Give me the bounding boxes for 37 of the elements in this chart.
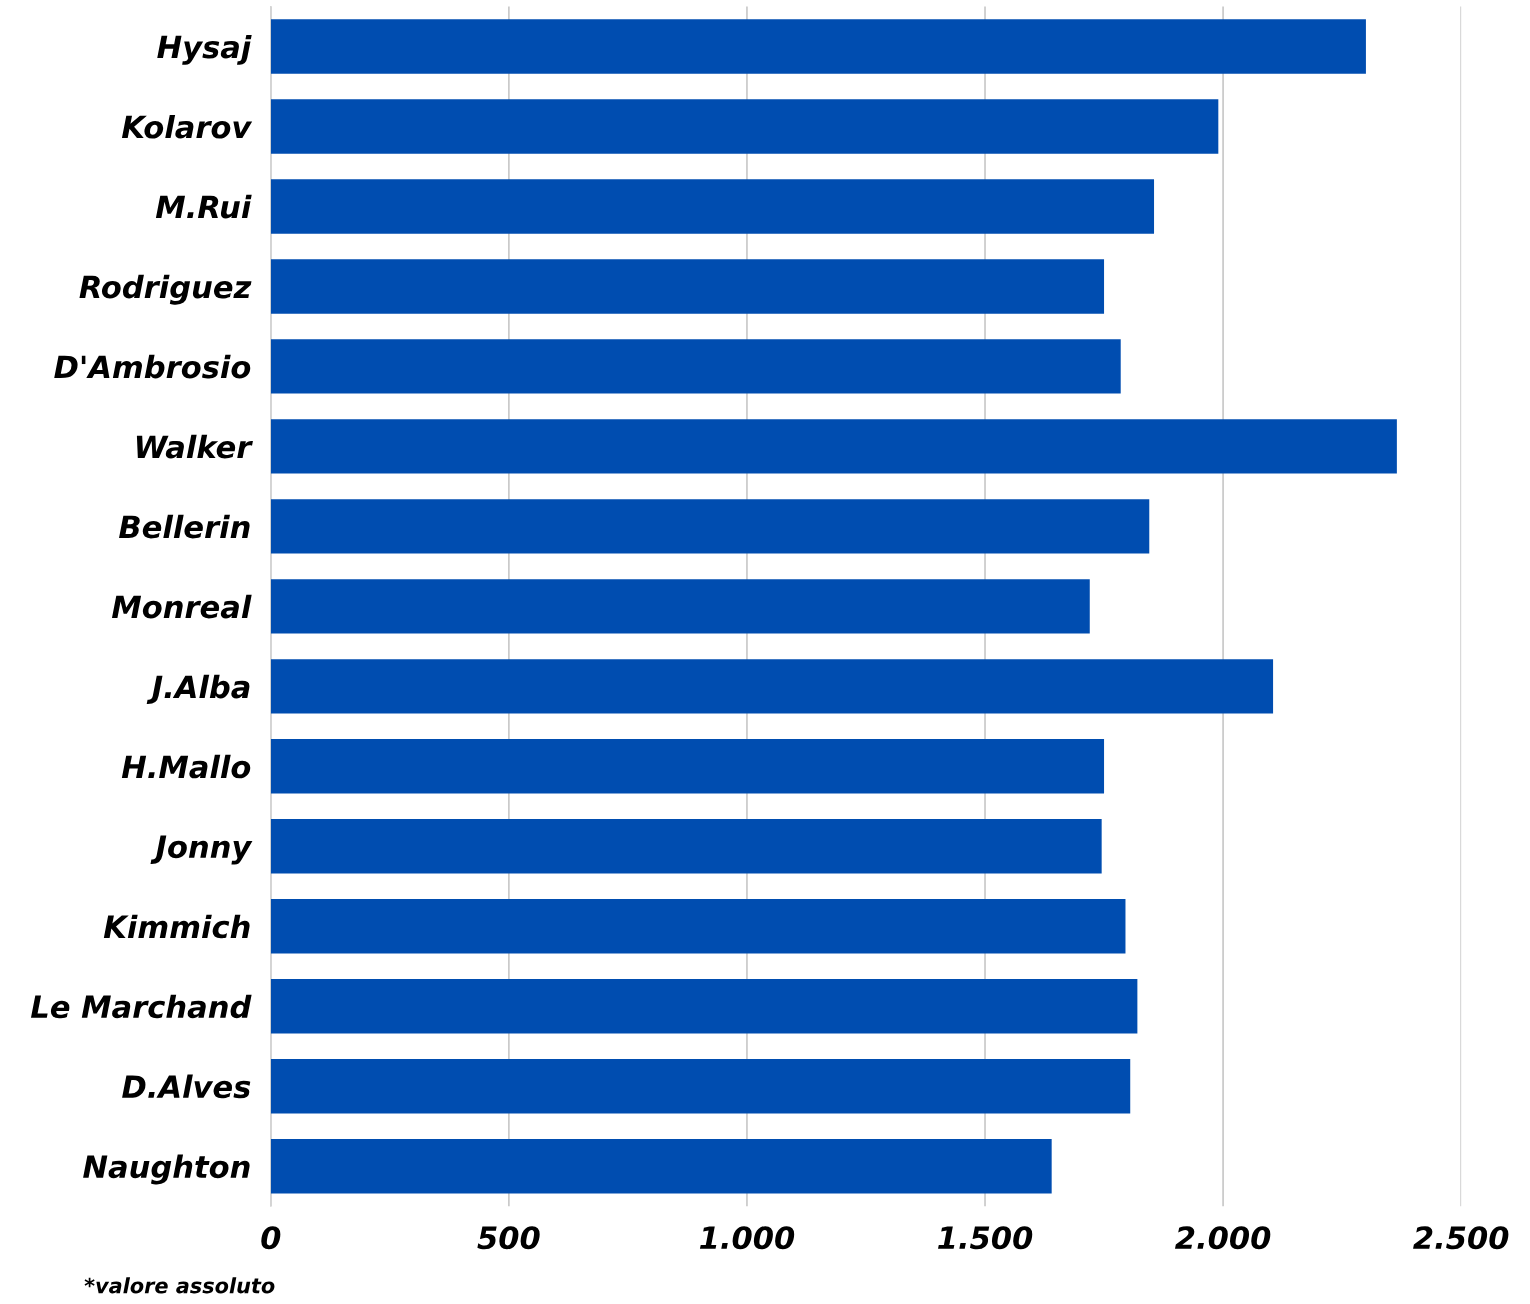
bar (270, 419, 1397, 474)
x-tick-label: 1.500 (938, 1226, 1033, 1250)
y-tick-label: Bellerin (119, 514, 250, 539)
y-tick-label: Le Marchand (30, 994, 252, 1019)
bar (270, 339, 1121, 394)
x-tick-label: 500 (477, 1226, 540, 1250)
bar (270, 99, 1219, 154)
y-tick-label: Hysaj (157, 34, 252, 65)
bar (270, 19, 1366, 74)
y-tick-label: H.Mallo (121, 754, 251, 779)
bar (270, 1059, 1131, 1114)
bar (270, 259, 1105, 314)
y-tick-label: Walker (136, 434, 253, 459)
bar (270, 899, 1126, 954)
bar (270, 499, 1150, 554)
bar (270, 1139, 1052, 1194)
x-tick-label: 1.000 (699, 1226, 795, 1250)
y-tick-label: J.Alba (146, 674, 250, 705)
text: *valore assoluto (84, 1277, 275, 1294)
bar (270, 659, 1274, 714)
bar (270, 979, 1138, 1034)
x-tick-label: 2.000 (1175, 1226, 1271, 1250)
x-tick-label: 0 (261, 1226, 281, 1250)
y-tick-label: M.Rui (155, 194, 252, 219)
bar (270, 579, 1090, 634)
y-tick-label: Kolarov (121, 114, 253, 139)
y-tick-label: Naughton (83, 1154, 250, 1185)
bar (270, 819, 1102, 874)
y-tick-label: Monreal (111, 594, 252, 619)
x-tick-label: 2.500 (1413, 1226, 1509, 1250)
bar (270, 739, 1105, 794)
y-tick-label: Kimmich (103, 914, 250, 939)
y-tick-label: D.Alves (122, 1074, 251, 1099)
y-tick-label: Rodriguez (79, 274, 252, 305)
bar (270, 179, 1155, 234)
y-tick-label: Jonny (150, 835, 253, 865)
y-tick-label: D'Ambrosio (54, 354, 251, 379)
